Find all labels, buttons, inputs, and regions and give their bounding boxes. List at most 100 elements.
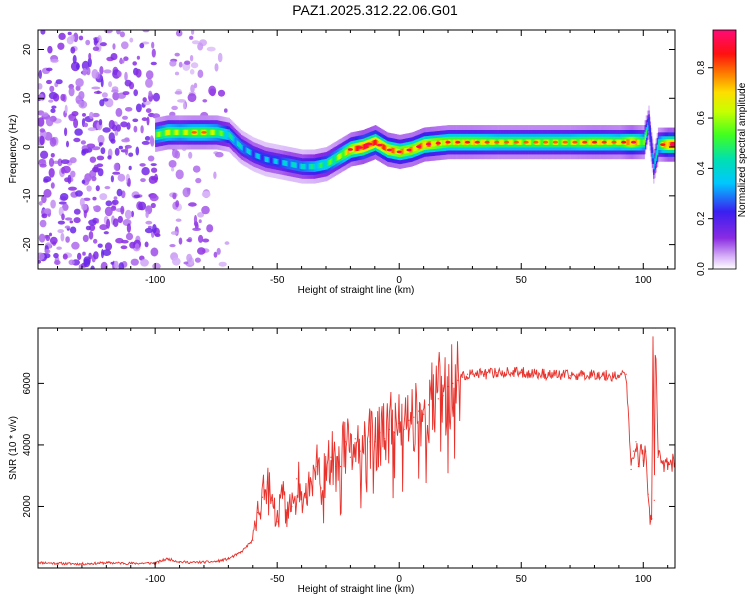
tone-track-cell: [327, 160, 329, 167]
noise-blob: [152, 262, 161, 269]
snr-point: [349, 456, 351, 458]
tone-track-cell: [340, 152, 343, 159]
noise-blob: [140, 125, 144, 134]
tone-track-cell: [377, 141, 379, 147]
tone-track-cell: [345, 149, 348, 156]
spectrogram-ytick-label: 20: [22, 44, 33, 56]
noise-blob: [113, 196, 118, 201]
tone-track-cell: [272, 158, 274, 164]
spectrogram-xtick-label: -50: [270, 275, 285, 286]
noise-blob: [125, 107, 133, 112]
tone-track-cell: [337, 154, 339, 161]
noise-blob: [138, 201, 147, 211]
noise-blob: [170, 231, 178, 235]
noise-blob: [82, 68, 87, 76]
noise-blob: [88, 231, 94, 240]
tone-track-cell: [644, 134, 647, 140]
tone-track-cell: [173, 129, 176, 136]
tone-track-cell: [481, 139, 483, 145]
tone-track-cell: [643, 139, 645, 145]
noise-blob: [67, 174, 72, 184]
tone-track-cell: [639, 139, 642, 145]
noise-blob: [88, 52, 92, 60]
tone-track-cell: [522, 139, 525, 145]
snr-point: [374, 441, 376, 443]
noise-blob: [114, 130, 119, 136]
tone-track-cell: [229, 133, 232, 139]
chart-title: PAZ1.2025.312.22.06.G01: [292, 2, 458, 18]
tone-track-cell: [567, 139, 570, 145]
noise-blob: [121, 138, 130, 143]
tone-track-cell: [252, 151, 255, 158]
noise-blob: [125, 232, 134, 241]
noise-blob: [71, 241, 80, 250]
tone-track-cell: [328, 160, 330, 166]
tone-track-cell: [649, 131, 651, 137]
noise-blob: [133, 89, 138, 97]
noise-blob: [142, 30, 150, 33]
snr-point: [462, 376, 464, 378]
tone-hotspot: [572, 140, 578, 144]
snr-point: [266, 481, 268, 483]
noise-blob: [117, 70, 122, 78]
tone-track-cell: [404, 148, 406, 154]
colorbar-gradient: [712, 29, 737, 270]
snr-point: [452, 382, 454, 384]
snr-point: [379, 432, 381, 434]
noise-blob: [194, 257, 201, 263]
tone-track-cell: [186, 129, 189, 136]
tone-track-cell: [462, 139, 465, 145]
tone-track-cell: [616, 139, 618, 145]
noise-blob: [175, 218, 182, 222]
tone-track-cell: [470, 139, 472, 145]
snr-point: [335, 465, 337, 468]
spectrogram-xtick-label: 50: [516, 275, 528, 286]
tone-track-cell: [590, 139, 593, 145]
noise-blob: [38, 259, 41, 264]
snr-point: [364, 435, 366, 437]
spectrogram-ytick-label: -20: [22, 237, 33, 252]
tone-track-cell: [344, 150, 346, 156]
noise-blob: [144, 136, 151, 141]
noise-blob: [214, 63, 219, 72]
tone-track-cell: [200, 129, 202, 136]
noise-blob: [224, 108, 228, 113]
noise-blob: [172, 192, 177, 200]
tone-track-cell: [422, 142, 424, 148]
tone-track-cell: [637, 139, 639, 145]
noise-blob: [93, 251, 99, 260]
noise-blob: [62, 203, 69, 211]
noise-blob: [206, 224, 214, 233]
tone-track-cell: [502, 139, 505, 145]
noise-blob: [93, 91, 102, 94]
tone-track-cell: [288, 161, 290, 167]
noise-blob: [73, 217, 81, 224]
noise-blob: [59, 193, 69, 201]
noise-blob: [149, 135, 154, 146]
tone-track-cell: [241, 145, 244, 151]
snr-point: [625, 373, 627, 375]
snr-point: [442, 395, 444, 397]
tone-track-cell: [185, 129, 188, 136]
noise-blob: [121, 41, 129, 50]
snr-xlabel: Height of straight line (km): [298, 584, 415, 595]
tone-track-cell: [665, 141, 667, 148]
tone-track-cell: [316, 163, 318, 169]
noise-blob: [150, 247, 159, 257]
noise-blob: [86, 185, 92, 192]
noise-blob: [65, 236, 70, 243]
noise-blob: [218, 261, 227, 267]
tone-track-cell: [206, 129, 208, 136]
noise-blob: [100, 78, 104, 88]
tone-track-cell: [509, 139, 511, 145]
snr-ytick-label: 2000: [22, 495, 33, 518]
noise-blob: [52, 93, 60, 102]
tone-track-cell: [385, 146, 388, 152]
tone-track-cell: [160, 131, 162, 137]
noise-blob: [152, 92, 160, 102]
noise-blob: [38, 233, 46, 243]
noise-blob: [70, 170, 76, 178]
noise-blob: [57, 42, 65, 50]
tone-track-cell: [294, 162, 296, 168]
tone-track-cell: [512, 139, 515, 145]
